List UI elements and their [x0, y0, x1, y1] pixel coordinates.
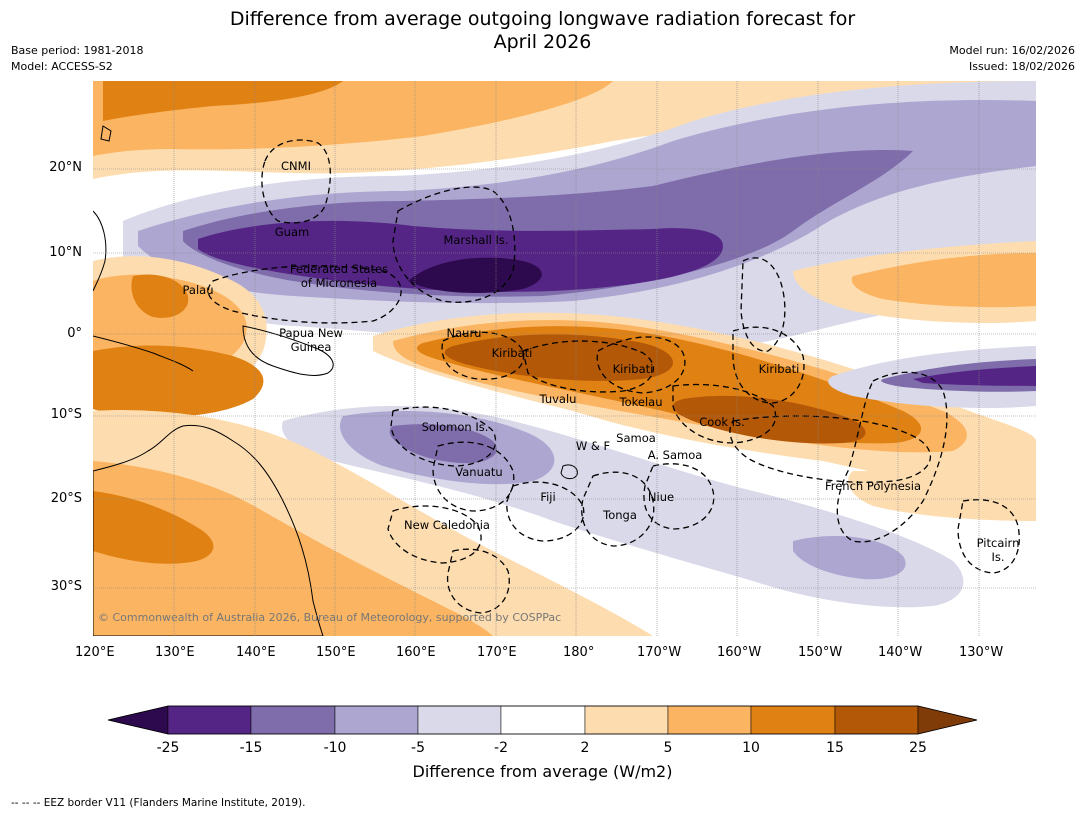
- lon-tick-130w: 130°W: [959, 645, 1004, 660]
- base-period: Base period: 1981-2018: [11, 44, 144, 57]
- model-name: Model: ACCESS-S2: [11, 60, 113, 73]
- label-tuvalu: Tuvalu: [539, 392, 577, 406]
- label-nauru: Nauru: [447, 326, 482, 340]
- label-kiribati-east: Kiribati: [759, 362, 800, 376]
- colorbar-tick: -2: [494, 740, 508, 756]
- colorbar-bin: [667, 705, 752, 735]
- colorbar-bin: [334, 705, 419, 735]
- colorbar-tick: 25: [909, 740, 927, 756]
- colorbar: -25 -15 -10 -5 -2 2 5 10 15 25: [107, 705, 978, 756]
- colorbar-bin: [167, 705, 252, 735]
- lon-tick-150e: 150°E: [316, 645, 356, 660]
- label-fsm-1: Federated States: [290, 262, 388, 276]
- colorbar-bin: [750, 705, 836, 735]
- label-guam: Guam: [275, 225, 309, 239]
- lon-tick-160w: 160°W: [717, 645, 762, 660]
- copyright-text: © Commonwealth of Australia 2026, Bureau…: [98, 611, 561, 624]
- title-line-2: April 2026: [493, 31, 592, 53]
- lon-tick-150w: 150°W: [798, 645, 843, 660]
- lon-tick-170w: 170°W: [637, 645, 682, 660]
- lat-tick-20n: 20°N: [49, 160, 82, 175]
- label-niue: Niue: [648, 490, 674, 504]
- map-title: Difference from average outgoing longwav…: [0, 8, 1085, 54]
- colorbar-bin: [584, 705, 669, 735]
- colorbar-bin: [417, 705, 502, 735]
- lon-tick-180: 180°: [563, 645, 595, 660]
- label-kiribati-west: Kiribati: [492, 346, 533, 360]
- colorbar-bin: [834, 705, 919, 735]
- colorbar-tick: 2: [581, 740, 590, 756]
- label-marshall: Marshall Is.: [443, 233, 508, 247]
- meta-left: Base period: 1981-2018 Model: ACCESS-S2: [11, 43, 143, 75]
- label-vanuatu: Vanuatu: [455, 465, 502, 479]
- title-line-1: Difference from average outgoing longwav…: [229, 8, 856, 30]
- lon-tick-160e: 160°E: [396, 645, 436, 660]
- model-run: Model run: 16/02/2026: [949, 44, 1075, 57]
- label-french-polynesia: French Polynesia: [825, 479, 921, 493]
- lat-tick-10s: 10°S: [50, 407, 82, 422]
- lon-tick-130e: 130°E: [155, 645, 195, 660]
- label-png-2: Guinea: [291, 340, 332, 354]
- label-png-1: Papua New: [279, 326, 343, 340]
- eez-footnote: -- -- -- EEZ border V11 (Flanders Marine…: [11, 797, 306, 809]
- colorbar-tick: 5: [664, 740, 673, 756]
- colorbar-tick: 10: [742, 740, 760, 756]
- lon-tick-120e: 120°E: [75, 645, 115, 660]
- colorbar-extend-low: [107, 705, 169, 735]
- lon-tick-140w: 140°W: [878, 645, 923, 660]
- label-pitcairn-1: Pitcairn: [977, 536, 1020, 550]
- colorbar-tick: 15: [826, 740, 844, 756]
- colorbar-tick: -10: [324, 740, 347, 756]
- label-tonga: Tonga: [602, 508, 637, 522]
- lat-tick-0: 0°: [67, 326, 82, 341]
- label-solomon: Solomon Is.: [422, 420, 489, 434]
- label-tokelau: Tokelau: [619, 395, 663, 409]
- anomaly-map: CNMI Guam Marshall Is. Federated States …: [93, 81, 1036, 636]
- label-cook: Cook Is.: [699, 415, 744, 429]
- colorbar-tick: -5: [411, 740, 425, 756]
- colorbar-extend-high: [917, 705, 978, 735]
- label-fiji: Fiji: [540, 490, 555, 504]
- label-samoa: Samoa: [616, 431, 656, 445]
- label-fsm-2: of Micronesia: [301, 276, 377, 290]
- colorbar-bin: [500, 705, 586, 735]
- label-cnmi: CNMI: [281, 159, 311, 173]
- lat-tick-30s: 30°S: [50, 579, 82, 594]
- lat-tick-10n: 10°N: [49, 245, 82, 260]
- lon-tick-140e: 140°E: [236, 645, 276, 660]
- label-new-caledonia: New Caledonia: [404, 518, 490, 532]
- colorbar-tick: -15: [240, 740, 263, 756]
- graticule: [93, 81, 1036, 636]
- label-kiribati-central: Kiribati: [613, 362, 654, 376]
- colorbar-tick: -25: [157, 740, 180, 756]
- meta-right: Model run: 16/02/2026 Issued: 18/02/2026: [949, 43, 1075, 75]
- colorbar-label: Difference from average (W/m2): [412, 762, 673, 781]
- lon-tick-170e: 170°E: [477, 645, 517, 660]
- lat-tick-20s: 20°S: [50, 491, 82, 506]
- issued-date: Issued: 18/02/2026: [968, 60, 1075, 73]
- label-pitcairn-2: Is.: [991, 550, 1004, 564]
- label-palau: Palau: [183, 283, 214, 297]
- label-asamoa: A. Samoa: [648, 448, 703, 462]
- colorbar-bin: [250, 705, 336, 735]
- label-wf: W & F: [576, 439, 610, 453]
